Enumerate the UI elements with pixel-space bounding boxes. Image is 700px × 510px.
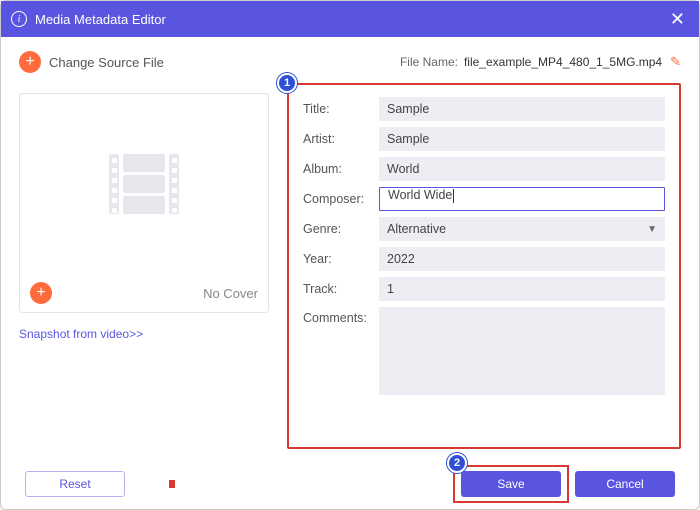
album-label: Album:: [303, 162, 379, 176]
reset-button[interactable]: Reset: [25, 471, 125, 497]
cover-column: + No Cover Snapshot from video>>: [19, 83, 269, 449]
filename-label: File Name:: [400, 55, 458, 69]
info-icon: i: [11, 11, 27, 27]
cancel-button[interactable]: Cancel: [575, 471, 675, 497]
track-field[interactable]: [379, 277, 665, 301]
window-title: Media Metadata Editor: [35, 12, 666, 27]
close-icon[interactable]: ✕: [666, 9, 689, 30]
save-wrap: 2 Save: [461, 471, 561, 497]
chevron-down-icon: ▼: [647, 224, 657, 235]
top-row: + Change Source File File Name: file_exa…: [19, 51, 681, 73]
comments-label: Comments:: [303, 307, 379, 325]
window: i Media Metadata Editor ✕ + Change Sourc…: [0, 0, 700, 510]
snapshot-link[interactable]: Snapshot from video>>: [19, 327, 269, 341]
genre-select[interactable]: Alternative ▼: [379, 217, 665, 241]
track-label: Track:: [303, 282, 379, 296]
genre-label: Genre:: [303, 222, 379, 236]
artist-field[interactable]: [379, 127, 665, 151]
comments-field[interactable]: [379, 307, 665, 395]
main-row: + No Cover Snapshot from video>> 1 Title…: [19, 83, 681, 449]
save-button[interactable]: Save: [461, 471, 561, 497]
genre-value: Alternative: [387, 222, 446, 236]
titlebar: i Media Metadata Editor ✕: [1, 1, 699, 37]
footer: Reset 2 Save Cancel: [1, 459, 699, 509]
annotation-badge-2: 2: [447, 453, 467, 473]
title-field[interactable]: [379, 97, 665, 121]
year-field[interactable]: [379, 247, 665, 271]
artist-label: Artist:: [303, 132, 379, 146]
content: + Change Source File File Name: file_exa…: [1, 37, 699, 459]
change-source-button[interactable]: +: [19, 51, 41, 73]
composer-field[interactable]: World Wide: [379, 187, 665, 211]
annotation-dot: [169, 480, 175, 488]
edit-filename-icon[interactable]: ✎: [670, 54, 681, 70]
cover-placeholder: [20, 94, 268, 274]
cover-box: + No Cover: [19, 93, 269, 313]
text-cursor: [453, 189, 454, 203]
year-label: Year:: [303, 252, 379, 266]
album-field[interactable]: [379, 157, 665, 181]
filename-value: file_example_MP4_480_1_5MG.mp4: [464, 55, 662, 69]
no-cover-label: No Cover: [60, 286, 258, 301]
change-source-label[interactable]: Change Source File: [49, 55, 164, 70]
composer-label: Composer:: [303, 192, 379, 206]
cover-footer: + No Cover: [20, 274, 268, 312]
film-icon: [109, 154, 179, 214]
add-cover-button[interactable]: +: [30, 282, 52, 304]
form-column: 1 Title: Artist: Album: Com: [287, 83, 681, 449]
title-label: Title:: [303, 102, 379, 116]
annotation-badge-1: 1: [277, 73, 297, 93]
annotation-box-1: Title: Artist: Album: Composer: World Wi…: [287, 83, 681, 449]
